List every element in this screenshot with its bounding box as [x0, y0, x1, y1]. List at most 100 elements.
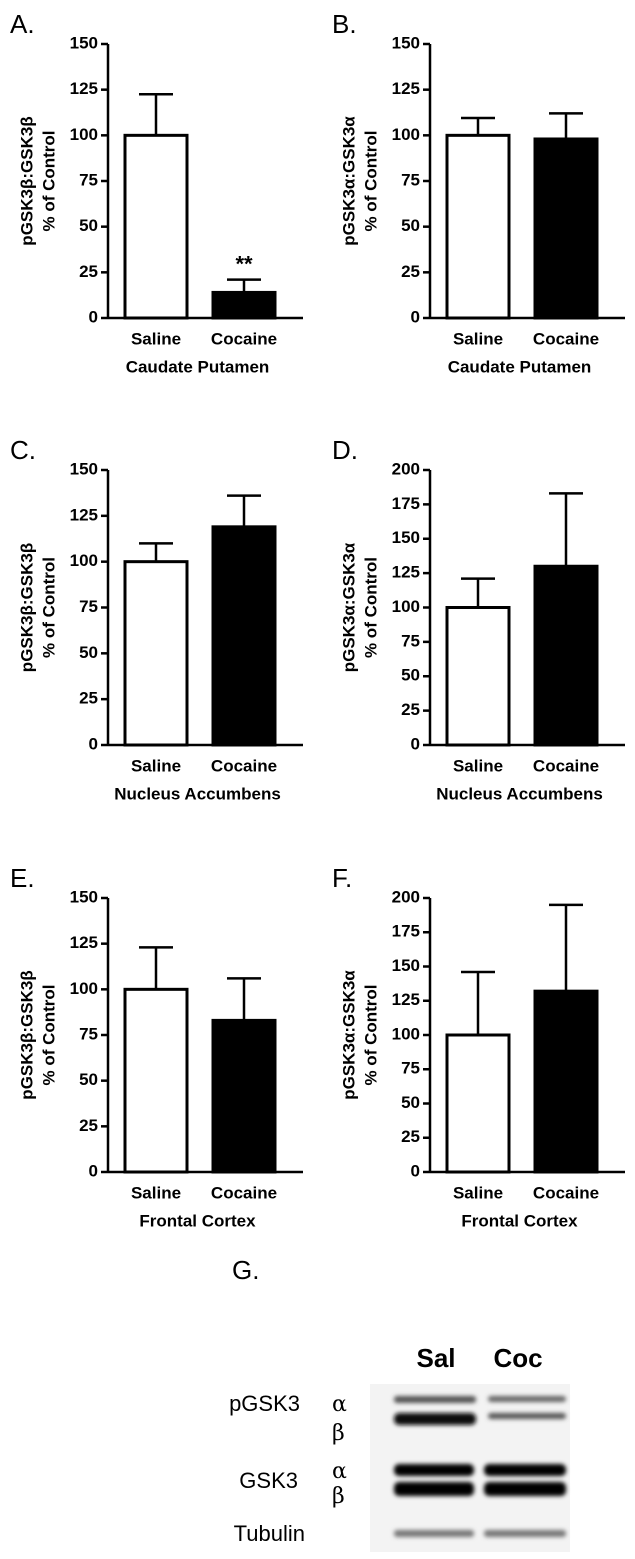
panel-label: A. — [10, 9, 35, 39]
x-tick-label: Saline — [453, 1183, 503, 1202]
y-tick-label: 100 — [70, 979, 98, 998]
x-tick-label: Cocaine — [211, 329, 277, 348]
y-tick-label: 125 — [392, 990, 420, 1009]
x-axis-label: Frontal Cortex — [461, 1211, 578, 1230]
charts: A.pGSK3β:GSK3β% of Control02550751001251… — [10, 9, 625, 1231]
y-tick-label: 75 — [401, 1059, 420, 1078]
y-tick-label: 150 — [392, 956, 420, 975]
bar — [213, 292, 275, 318]
y-axis-label: % of Control — [39, 557, 58, 658]
panel-label: B. — [332, 9, 357, 39]
y-axis-label: pGSK3α:GSK3α — [339, 116, 358, 246]
y-tick-label: 100 — [392, 125, 420, 144]
isoform-label: α — [332, 1392, 347, 1417]
y-tick-label: 150 — [70, 887, 98, 906]
row-label: GSK3 — [239, 1468, 298, 1493]
lane-label: Sal — [416, 1343, 455, 1373]
y-axis-label: pGSK3α:GSK3α — [339, 542, 358, 672]
bar — [213, 1020, 275, 1172]
bar — [447, 608, 509, 746]
y-tick-label: 100 — [392, 1024, 420, 1043]
y-tick-label: 200 — [392, 887, 420, 906]
panel-label: D. — [332, 435, 358, 465]
y-tick-label: 175 — [392, 494, 420, 513]
y-tick-label: 200 — [392, 459, 420, 478]
y-tick-label: 50 — [401, 216, 420, 235]
x-tick-label: Cocaine — [533, 1183, 599, 1202]
y-tick-label: 125 — [392, 79, 420, 98]
y-tick-label: 125 — [70, 79, 98, 98]
bar — [125, 989, 187, 1172]
isoform-label: α — [332, 1459, 347, 1484]
lane-label: Coc — [493, 1343, 542, 1373]
y-axis-label: % of Control — [39, 984, 58, 1085]
x-tick-label: Cocaine — [533, 756, 599, 775]
y-tick-label: 175 — [392, 922, 420, 941]
y-tick-label: 50 — [401, 666, 420, 685]
y-tick-label: 0 — [411, 307, 420, 326]
y-axis-label: % of Control — [361, 557, 380, 658]
row-label: pGSK3 — [229, 1391, 300, 1416]
annotation: ** — [235, 251, 253, 276]
y-tick-label: 0 — [411, 1161, 420, 1180]
bar — [447, 135, 509, 318]
y-tick-label: 150 — [70, 33, 98, 52]
x-axis-label: Frontal Cortex — [139, 1211, 256, 1230]
y-tick-label: 50 — [401, 1093, 420, 1112]
x-tick-label: Cocaine — [211, 1183, 277, 1202]
y-axis-label: pGSK3β:GSK3β — [17, 970, 36, 1099]
x-tick-label: Saline — [453, 329, 503, 348]
y-tick-label: 25 — [79, 689, 98, 708]
y-tick-label: 75 — [79, 597, 98, 616]
y-tick-label: 50 — [79, 1070, 98, 1089]
x-tick-label: Saline — [131, 1183, 181, 1202]
bar — [535, 139, 597, 318]
y-tick-label: 25 — [401, 700, 420, 719]
y-axis-label: % of Control — [361, 130, 380, 231]
y-axis-label: pGSK3β:GSK3β — [17, 116, 36, 245]
panel-label: G. — [232, 1255, 259, 1285]
x-tick-label: Saline — [453, 756, 503, 775]
y-axis-label: % of Control — [39, 130, 58, 231]
y-tick-label: 0 — [89, 734, 98, 753]
y-tick-label: 150 — [70, 459, 98, 478]
x-tick-label: Saline — [131, 329, 181, 348]
y-tick-label: 150 — [392, 528, 420, 547]
y-tick-label: 25 — [401, 262, 420, 281]
panel-label: F. — [332, 863, 352, 893]
row-label: Tubulin — [234, 1521, 305, 1546]
figure: A.pGSK3β:GSK3β% of Control02550751001251… — [0, 0, 635, 1554]
isoform-label: β — [332, 1421, 345, 1446]
bar — [447, 1035, 509, 1172]
y-tick-label: 125 — [70, 933, 98, 952]
bar — [535, 566, 597, 745]
x-axis-label: Nucleus Accumbens — [114, 784, 281, 803]
x-axis-label: Caudate Putamen — [448, 357, 592, 376]
y-tick-label: 25 — [401, 1127, 420, 1146]
x-tick-label: Cocaine — [211, 756, 277, 775]
y-tick-label: 75 — [401, 631, 420, 650]
bar — [125, 135, 187, 318]
x-axis-label: Caudate Putamen — [126, 357, 270, 376]
blot-panel: G. Sal Coc pGSK3 α β GSK3 α β Tubulin — [229, 1255, 570, 1552]
y-tick-label: 125 — [392, 563, 420, 582]
x-tick-label: Saline — [131, 756, 181, 775]
panel-label: C. — [10, 435, 36, 465]
x-tick-label: Cocaine — [533, 329, 599, 348]
y-tick-label: 0 — [411, 734, 420, 753]
y-tick-label: 125 — [70, 505, 98, 524]
y-tick-label: 25 — [79, 262, 98, 281]
panel-label: E. — [10, 863, 35, 893]
y-axis-label: pGSK3β:GSK3β — [17, 543, 36, 672]
y-tick-label: 150 — [392, 33, 420, 52]
y-tick-label: 0 — [89, 307, 98, 326]
y-tick-label: 100 — [70, 125, 98, 144]
y-axis-label: pGSK3α:GSK3α — [339, 970, 358, 1100]
bar — [125, 562, 187, 745]
y-tick-label: 75 — [401, 170, 420, 189]
bar — [213, 527, 275, 745]
y-tick-label: 50 — [79, 643, 98, 662]
y-axis-label: % of Control — [361, 984, 380, 1085]
y-tick-label: 100 — [70, 551, 98, 570]
x-axis-label: Nucleus Accumbens — [436, 784, 603, 803]
